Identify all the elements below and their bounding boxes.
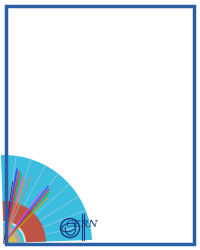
Wedge shape — [3, 226, 21, 243]
Wedge shape — [1, 155, 92, 243]
Wedge shape — [11, 237, 14, 243]
Wedge shape — [9, 239, 11, 243]
Wedge shape — [3, 201, 46, 243]
Wedge shape — [3, 221, 26, 243]
Wedge shape — [8, 240, 10, 243]
Wedge shape — [3, 223, 24, 243]
Wedge shape — [13, 236, 16, 242]
Text: CERN: CERN — [66, 220, 98, 229]
Wedge shape — [12, 236, 15, 243]
Wedge shape — [10, 238, 12, 243]
Wedge shape — [7, 240, 8, 243]
